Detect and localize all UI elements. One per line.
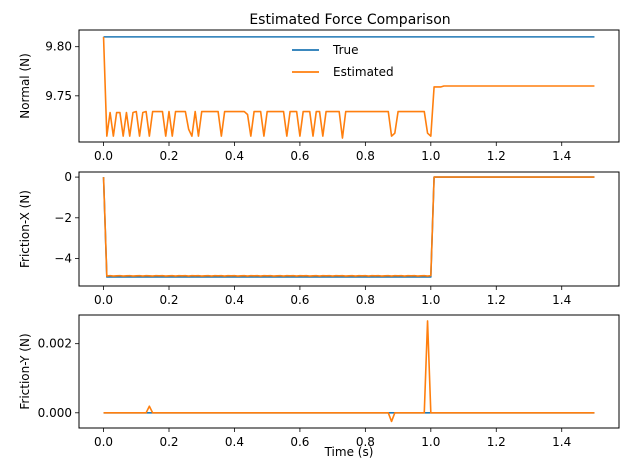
legend-label-estimated: Estimated [333, 65, 394, 79]
x-tick-label: 1.4 [552, 435, 571, 449]
plot-frame [78, 171, 620, 287]
x-tick-label: 0.4 [225, 293, 244, 307]
x-axis-label: Time (s) [324, 445, 374, 459]
series-estimated-line [102, 36, 595, 139]
x-tick-label: 0.6 [290, 149, 309, 163]
x-tick-label: 0.6 [290, 435, 309, 449]
x-tick-label: 0.0 [94, 293, 113, 307]
x-tick-label: 0.6 [290, 293, 309, 307]
y-axis-label: Normal (N) [18, 53, 32, 119]
x-tick-label: 0.4 [225, 149, 244, 163]
x-tick-label: 0.0 [94, 149, 113, 163]
x-tick-label: 1.0 [421, 149, 440, 163]
x-tick-label: 1.4 [552, 293, 571, 307]
x-tick-label: 1.2 [487, 293, 506, 307]
y-axis-label: Friction-Y (N) [18, 333, 32, 409]
subplot-3: 0.0 0.2 0.4 0.6 0.8 1.0 1.2 1.4 0.000 0.002 Fricti… [18, 314, 620, 449]
series-estimated-line [103, 320, 595, 423]
x-tick-label: 0.8 [356, 149, 375, 163]
subplot-panels: 0.0 0.2 0.4 0.6 0.8 1.0 1.2 1.4 9.75 9.80 Normal (… [18, 29, 620, 449]
y-tick-label: 9.75 [45, 89, 72, 103]
chart-title: Estimated Force Comparison [249, 12, 450, 28]
x-tick-label: 0.0 [94, 435, 113, 449]
x-tick-label: 0.2 [159, 149, 178, 163]
subplot-2: 0.0 0.2 0.4 0.6 0.8 1.0 1.2 1.4 −4 −2 0 Friction-X … [18, 170, 620, 307]
x-tick-label: 0.8 [356, 293, 375, 307]
x-tick-label: 0.8 [356, 435, 375, 449]
x-tick-label: 1.2 [487, 435, 506, 449]
plot-frame [78, 314, 620, 429]
x-tick-label: 1.0 [421, 293, 440, 307]
y-tick-label: 9.80 [45, 40, 72, 54]
y-tick-label: −2 [54, 211, 72, 225]
y-axis-label: Friction-X (N) [18, 190, 32, 268]
y-tick-label: 0 [64, 170, 72, 184]
legend: True Estimated [292, 43, 394, 79]
series-estimated-line [102, 176, 595, 277]
legend-label-true: True [332, 43, 359, 57]
x-tick-label: 0.4 [225, 435, 244, 449]
x-tick-label: 1.0 [421, 435, 440, 449]
x-tick-label: 0.2 [159, 293, 178, 307]
plot-frame [78, 29, 620, 143]
x-tick-label: 1.4 [552, 149, 571, 163]
x-tick-label: 0.2 [159, 435, 178, 449]
y-tick-label: 0.002 [38, 337, 72, 351]
subplot-1: 0.0 0.2 0.4 0.6 0.8 1.0 1.2 1.4 9.75 9.80 Normal (… [18, 29, 620, 163]
x-tick-label: 1.2 [487, 149, 506, 163]
y-tick-label: 0.000 [38, 406, 72, 420]
series-true-line [102, 176, 595, 278]
y-tick-label: −4 [54, 252, 72, 266]
